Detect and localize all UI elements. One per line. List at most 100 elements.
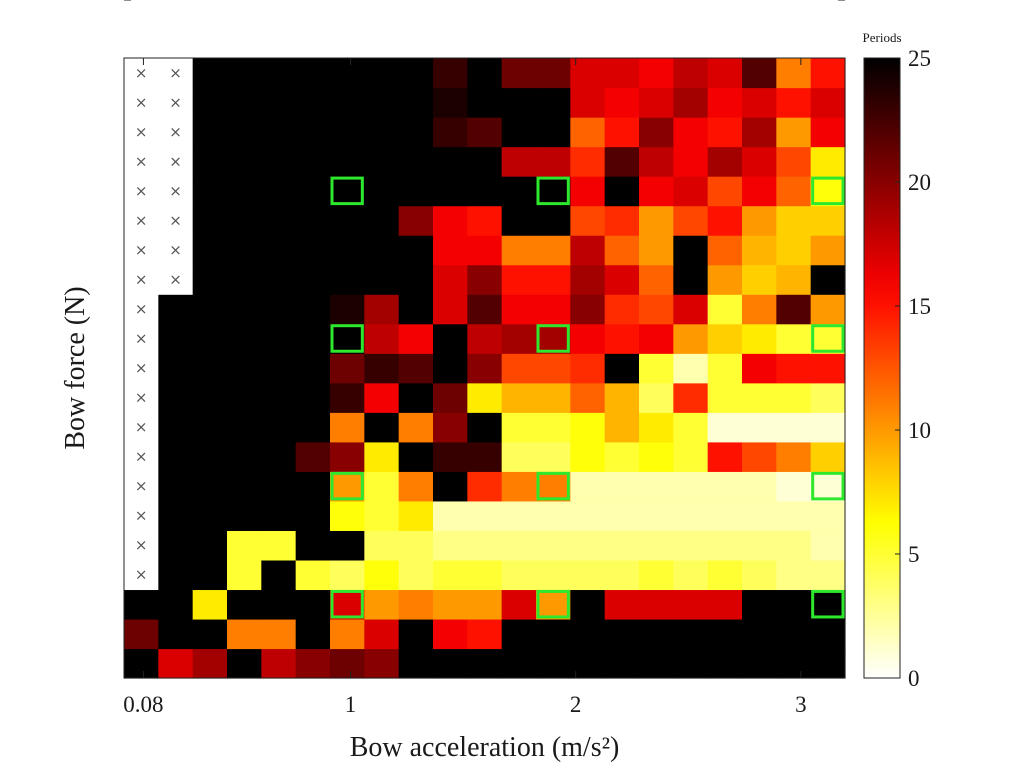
heatmap-cell [604, 294, 640, 325]
heatmap-cell [536, 205, 571, 236]
heatmap-cell [398, 235, 434, 266]
heatmap-cell [639, 323, 674, 354]
heatmap-cell [707, 618, 743, 650]
heatmap-cell [330, 353, 365, 384]
heatmap-cell [261, 117, 297, 148]
heatmap-cell [330, 589, 365, 620]
heatmap-cell [707, 235, 743, 266]
heatmap-cell [501, 205, 537, 236]
heatmap-cell [776, 412, 812, 443]
heatmap-cell [501, 353, 537, 384]
highlight-box [811, 324, 845, 353]
heatmap-cell [776, 382, 812, 413]
heatmap-cell [604, 146, 640, 177]
heatmap-cell [707, 648, 743, 679]
heatmap-cell [261, 500, 297, 531]
heatmap-cell [330, 530, 365, 561]
heatmap-cell [570, 205, 606, 236]
heatmap-cell [295, 441, 331, 472]
heatmap-cell [570, 559, 606, 591]
y-axis-ticks: 123 [103, 0, 845, 5]
heatmap-cell [570, 589, 606, 620]
heatmap-cell [398, 87, 434, 118]
heatmap-cell [364, 589, 400, 620]
heatmap-cell-empty [124, 58, 159, 89]
heatmap-cell [742, 58, 777, 89]
heatmap-cell [501, 530, 537, 561]
heatmap-cell [398, 58, 434, 89]
heatmap-cell [639, 618, 674, 650]
heatmap-cell [536, 58, 571, 89]
heatmap-cell [433, 176, 468, 207]
heatmap-cell [433, 323, 468, 354]
heatmap-cell [192, 618, 228, 650]
heatmap-cell [295, 176, 331, 207]
heatmap-cell [776, 294, 812, 325]
heatmap-cell [295, 648, 331, 679]
heatmap-cell [158, 618, 194, 650]
plot-frame [123, 57, 846, 679]
heatmap-cell [810, 471, 846, 502]
highlight-box [330, 176, 364, 206]
heatmap-cell [364, 500, 400, 531]
heatmap-cell [742, 618, 777, 650]
heatmap-cell-empty [158, 117, 194, 148]
highlight-box [536, 324, 570, 353]
heatmap-cell [604, 618, 640, 650]
heatmap-cell-empty [124, 441, 159, 472]
heatmap-cell [261, 58, 297, 89]
heatmap-cell-empty [124, 471, 159, 502]
heatmap-cell [639, 205, 674, 236]
heatmap-cell [570, 294, 606, 325]
heatmap-cell-empty [158, 235, 194, 266]
heatmap-cell [536, 353, 571, 384]
heatmap-cell [364, 618, 400, 650]
missing-data-mark: × [135, 536, 148, 554]
heatmap-cell [570, 530, 606, 561]
heatmap-cell [467, 471, 503, 502]
heatmap-cell [192, 235, 228, 266]
heatmap-cell [673, 412, 709, 443]
heatmap-cell [433, 441, 468, 472]
heatmap-cell [295, 294, 331, 325]
heatmap-cell [261, 589, 297, 620]
heatmap-cell [776, 264, 812, 295]
heatmap-cell [501, 471, 537, 502]
heatmap-cell [398, 441, 434, 472]
heatmap-cell [604, 589, 640, 620]
heatmap-cell [536, 648, 571, 679]
heatmap-cell [570, 500, 606, 531]
heatmap-cell [261, 176, 297, 207]
heatmap-cell [227, 412, 262, 443]
heatmap-cell [810, 205, 846, 236]
heatmap-cell [295, 87, 331, 118]
heatmap-cell [501, 441, 537, 472]
heatmap-cell [261, 559, 297, 591]
heatmap-cell [124, 648, 159, 679]
heatmap-cell [536, 412, 571, 443]
heatmap-cell [467, 500, 503, 531]
heatmap-cell [776, 235, 812, 266]
highlight-box [536, 176, 570, 206]
x-axis-label: Bow acceleration (m/s²) [350, 732, 620, 763]
heatmap-cell [192, 382, 228, 413]
heatmap-cell [330, 58, 365, 89]
heatmap-cell [192, 353, 228, 384]
heatmap-cell [433, 618, 468, 650]
heatmap-cell [433, 58, 468, 89]
heatmap-cell [295, 412, 331, 443]
heatmap-cell-empty [158, 146, 194, 177]
heatmap-cell [467, 441, 503, 472]
heatmap-cell [364, 648, 400, 679]
heatmap-cell [192, 589, 228, 620]
highlight-box [536, 589, 570, 619]
missing-data-mark: × [169, 270, 182, 288]
x-tick-label: 3 [795, 692, 807, 717]
heatmap-cell [501, 58, 537, 89]
x-tick-label: 1 [345, 692, 357, 717]
heatmap-cell [295, 589, 331, 620]
heatmap-cell [639, 117, 674, 148]
missing-data-mark: × [135, 300, 148, 318]
heatmap-cell [295, 117, 331, 148]
